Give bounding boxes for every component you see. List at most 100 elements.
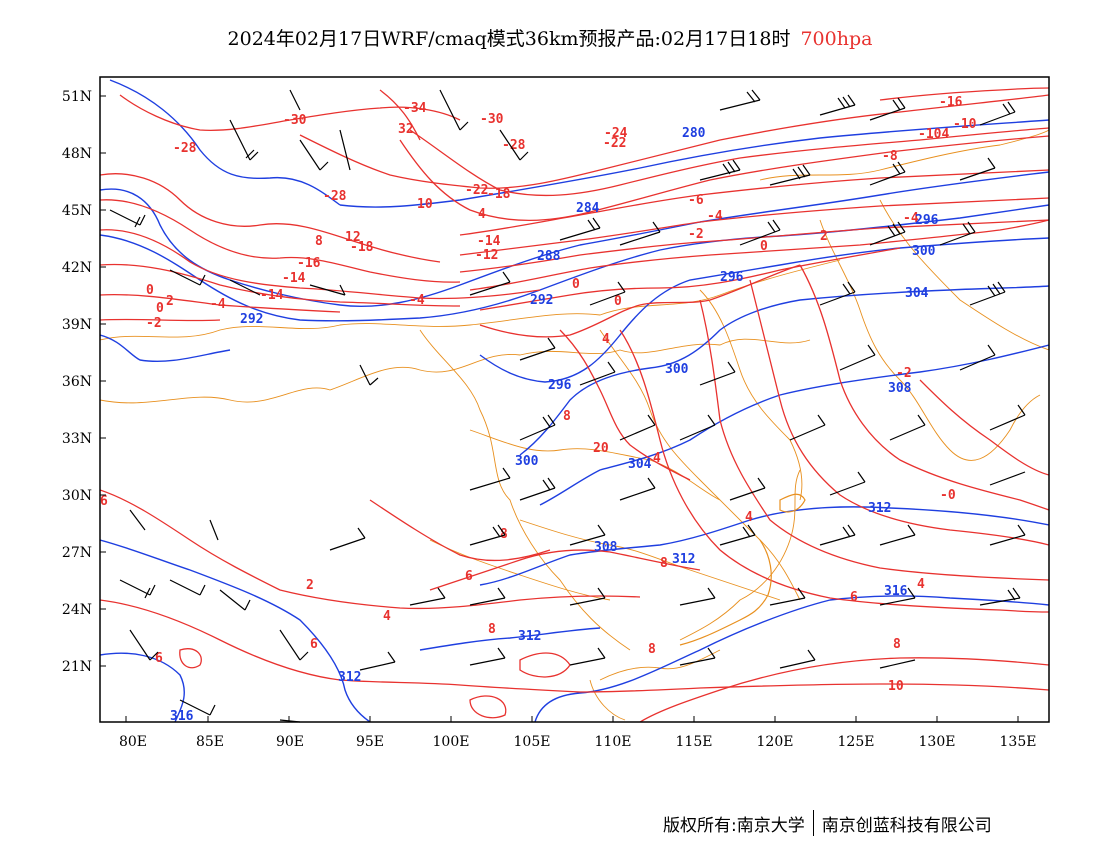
lon-tick-label: 115E: [676, 734, 713, 750]
height-label: 300: [912, 244, 936, 259]
temp-label: 32: [398, 122, 414, 137]
lon-tick-label: 110E: [595, 734, 632, 750]
temp-label: -2: [688, 227, 704, 242]
temp-label: 4: [917, 577, 925, 592]
lon-tick-label: 100E: [433, 734, 470, 750]
lat-tick-label: 30N: [62, 488, 92, 504]
height-contours: [100, 79, 1049, 722]
height-label: 300: [665, 362, 689, 377]
height-label: 300: [515, 454, 539, 469]
lon-tick-label: 95E: [356, 734, 384, 750]
temp-label: 4: [383, 609, 391, 624]
temp-label: 8: [893, 637, 901, 652]
temp-label: -12: [475, 248, 498, 263]
lon-tick-label: 105E: [514, 734, 551, 750]
temp-label: 0: [760, 239, 768, 254]
height-label: 312: [338, 670, 361, 685]
temp-label: 2: [306, 578, 314, 593]
company-name: 南京创蓝科技有限公司: [821, 815, 992, 836]
temp-label: 10: [417, 197, 433, 212]
footer-divider: [812, 810, 814, 836]
temperature-label-layer: -34 -30 32 -30 -28 -28 -24 -22 -18 -16 -…: [100, 95, 977, 694]
lon-tick-label: 135E: [1000, 734, 1037, 750]
pressure-level-label: 700hpa: [800, 28, 873, 50]
temp-label: 0: [614, 294, 622, 309]
temp-label: 20: [593, 441, 609, 456]
temp-label: -18: [350, 240, 374, 255]
temp-label: -30: [480, 112, 504, 127]
map-frame: [99, 76, 1050, 723]
temp-label: -2: [896, 366, 912, 381]
temp-label: 10: [888, 679, 904, 694]
temp-label: -28: [173, 141, 197, 156]
height-label: 280: [682, 126, 706, 141]
latitude-axis: 51N 48N 45N 42N 39N 36N 33N 30N 27N 24N …: [62, 89, 92, 675]
temp-label: -18: [487, 187, 511, 202]
temp-label: 0: [146, 283, 154, 298]
lon-tick-label: 125E: [838, 734, 875, 750]
temp-label: 0: [156, 301, 164, 316]
lat-tick-label: 21N: [62, 659, 92, 675]
map-content: [100, 79, 1049, 722]
temp-label: 6: [310, 637, 318, 652]
temp-label: -6: [688, 193, 704, 208]
temp-label: 8: [660, 556, 668, 571]
height-label: 312: [868, 501, 891, 516]
copyright-owner: 版权所有:南京大学: [663, 815, 805, 836]
height-label: 296: [720, 270, 744, 285]
height-label-layer: 280 284 288 292 292 296 296 300 304 300 …: [170, 126, 939, 724]
temp-label: 4: [602, 332, 610, 347]
temp-label: -34: [403, 101, 427, 116]
height-label: 316: [884, 584, 908, 599]
temp-label: -22: [465, 183, 488, 198]
temp-label: 2: [820, 229, 828, 244]
temp-label: 6: [155, 651, 163, 666]
temp-label: -4: [409, 293, 425, 308]
height-label: 308: [888, 381, 912, 396]
height-label: 316: [170, 709, 194, 724]
temp-label: 4: [478, 207, 486, 222]
lon-tick-label: 90E: [276, 734, 304, 750]
political-borders: [100, 129, 1049, 721]
temp-label: -24: [604, 126, 628, 141]
longitude-axis: 80E 85E 90E 95E 100E 105E 110E 115E 120E…: [119, 734, 1037, 750]
temp-label: -30: [283, 113, 307, 128]
height-label: 296: [548, 378, 572, 393]
temperature-contours: [100, 87, 1049, 722]
lat-tick-label: 45N: [62, 203, 92, 219]
temp-label: 8: [488, 622, 496, 637]
temp-label: 0: [572, 277, 580, 292]
lat-tick-label: 48N: [62, 146, 92, 162]
height-label: 304: [905, 286, 929, 301]
temp-label: 6: [100, 494, 108, 509]
temp-label: -14: [282, 271, 306, 286]
temp-label: -4: [903, 211, 919, 226]
lat-tick-label: 27N: [62, 545, 92, 561]
height-label: 292: [530, 293, 553, 308]
title-text: 2024年02月17日WRF/cmaq模式36km预报产品:02月17日18时: [227, 28, 791, 50]
coastline: [679, 493, 806, 646]
temp-label: 8: [563, 409, 571, 424]
temp-label: 4: [745, 510, 753, 525]
temp-label: -22: [603, 136, 626, 151]
temp-label: -14: [260, 288, 284, 303]
temp-label: -28: [323, 189, 347, 204]
temp-label: -10: [953, 117, 977, 132]
lat-tick-label: 33N: [62, 431, 92, 447]
height-label: 308: [594, 540, 618, 555]
temp-label: 6: [850, 590, 858, 605]
temp-label: 8: [648, 642, 656, 657]
temp-label: -4: [707, 209, 723, 224]
temp-label: 2: [166, 294, 174, 309]
height-label: 304: [628, 457, 652, 472]
height-label: 288: [537, 249, 561, 264]
lat-tick-label: 51N: [62, 89, 92, 105]
temp-label: 4: [653, 451, 661, 466]
lat-tick-label: 42N: [62, 260, 92, 276]
temp-label: -14: [477, 234, 501, 249]
lon-tick-label: 80E: [119, 734, 147, 750]
lat-tick-label: 36N: [62, 374, 92, 390]
temp-label: 8: [315, 234, 323, 249]
axis-ticks: [100, 95, 1019, 722]
